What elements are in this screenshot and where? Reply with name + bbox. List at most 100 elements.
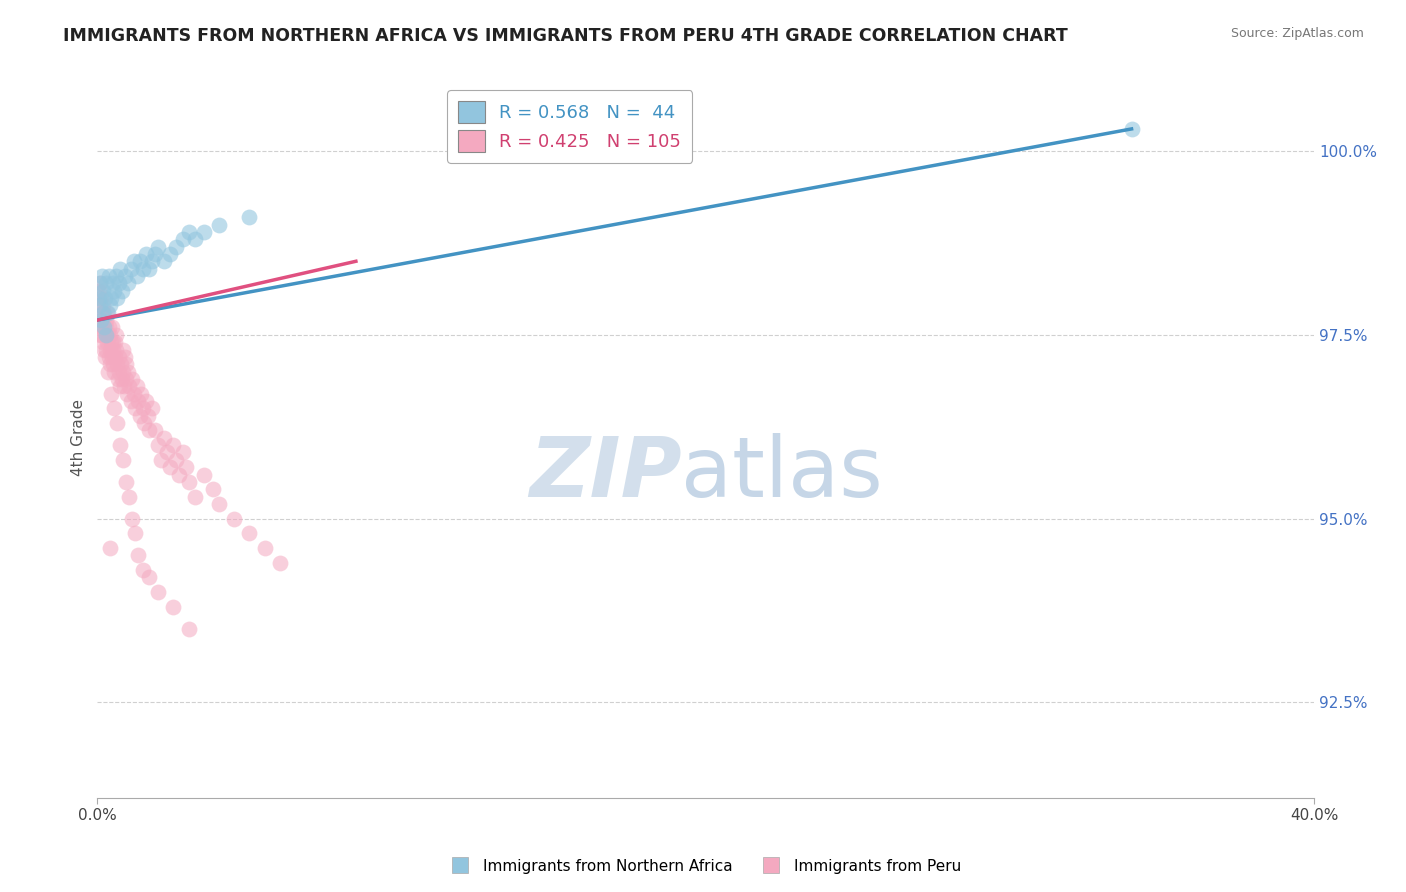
- Point: [89, 313, 111, 327]
- Legend: Immigrants from Northern Africa, Immigrants from Peru: Immigrants from Northern Africa, Immigra…: [439, 853, 967, 880]
- Point: [118, 490, 141, 504]
- Point: [94, 313, 117, 327]
- Point: [117, 365, 139, 379]
- Point: [104, 350, 127, 364]
- Point: [150, 452, 173, 467]
- Point: [108, 365, 131, 379]
- Point: [127, 549, 149, 563]
- Point: [177, 622, 200, 636]
- Point: [96, 320, 118, 334]
- Point: [105, 357, 128, 371]
- Point: [104, 335, 127, 350]
- Point: [96, 277, 118, 291]
- Point: [115, 475, 138, 489]
- Point: [132, 401, 155, 416]
- Point: [89, 277, 111, 291]
- Point: [97, 320, 120, 334]
- Point: [141, 401, 163, 416]
- Point: [125, 268, 148, 283]
- Point: [94, 350, 117, 364]
- Point: [174, 460, 197, 475]
- Point: [114, 350, 136, 364]
- Point: [138, 261, 160, 276]
- Legend: R = 0.568   N =  44, R = 0.425   N = 105: R = 0.568 N = 44, R = 0.425 N = 105: [447, 90, 692, 163]
- Point: [122, 386, 145, 401]
- Point: [131, 386, 153, 401]
- Point: [89, 327, 111, 342]
- Point: [238, 210, 260, 224]
- Point: [238, 526, 260, 541]
- Point: [101, 277, 124, 291]
- Point: [148, 585, 170, 599]
- Point: [159, 460, 181, 475]
- Point: [193, 225, 215, 239]
- Point: [100, 335, 122, 350]
- Point: [112, 365, 135, 379]
- Point: [153, 431, 176, 445]
- Point: [110, 357, 132, 371]
- Point: [93, 320, 115, 334]
- Point: [93, 320, 115, 334]
- Point: [138, 424, 160, 438]
- Point: [103, 401, 125, 416]
- Point: [87, 284, 110, 298]
- Point: [94, 327, 117, 342]
- Point: [97, 306, 120, 320]
- Point: [104, 327, 127, 342]
- Point: [101, 335, 124, 350]
- Point: [105, 416, 128, 430]
- Point: [127, 394, 149, 409]
- Point: [96, 306, 118, 320]
- Point: [111, 284, 134, 298]
- Point: [97, 268, 120, 283]
- Point: [89, 277, 111, 291]
- Point: [118, 379, 141, 393]
- Point: [117, 277, 139, 291]
- Point: [97, 350, 120, 364]
- Point: [120, 261, 142, 276]
- Point: [101, 357, 124, 371]
- Point: [103, 284, 125, 298]
- Point: [135, 247, 157, 261]
- Point: [148, 239, 170, 253]
- Point: [172, 445, 194, 459]
- Point: [107, 372, 129, 386]
- Text: atlas: atlas: [682, 434, 883, 515]
- Point: [183, 232, 205, 246]
- Point: [98, 541, 121, 555]
- Point: [115, 386, 138, 401]
- Point: [107, 277, 129, 291]
- Point: [132, 261, 155, 276]
- Point: [112, 379, 135, 393]
- Point: [1121, 122, 1143, 136]
- Point: [148, 438, 170, 452]
- Point: [91, 298, 114, 312]
- Point: [108, 379, 131, 393]
- Point: [224, 511, 246, 525]
- Point: [93, 284, 115, 298]
- Point: [159, 247, 181, 261]
- Point: [129, 409, 152, 423]
- Text: IMMIGRANTS FROM NORTHERN AFRICA VS IMMIGRANTS FROM PERU 4TH GRADE CORRELATION CH: IMMIGRANTS FROM NORTHERN AFRICA VS IMMIG…: [63, 27, 1069, 45]
- Point: [177, 475, 200, 489]
- Point: [104, 268, 127, 283]
- Point: [100, 291, 122, 305]
- Point: [111, 343, 134, 357]
- Point: [143, 247, 166, 261]
- Point: [269, 556, 291, 570]
- Point: [124, 401, 146, 416]
- Point: [124, 526, 146, 541]
- Point: [253, 541, 276, 555]
- Point: [162, 438, 184, 452]
- Point: [97, 365, 120, 379]
- Point: [94, 343, 117, 357]
- Point: [90, 327, 112, 342]
- Point: [122, 254, 145, 268]
- Point: [97, 327, 120, 342]
- Point: [208, 497, 231, 511]
- Point: [165, 239, 187, 253]
- Point: [93, 343, 115, 357]
- Text: ZIP: ZIP: [529, 434, 682, 515]
- Point: [120, 394, 142, 409]
- Point: [105, 343, 128, 357]
